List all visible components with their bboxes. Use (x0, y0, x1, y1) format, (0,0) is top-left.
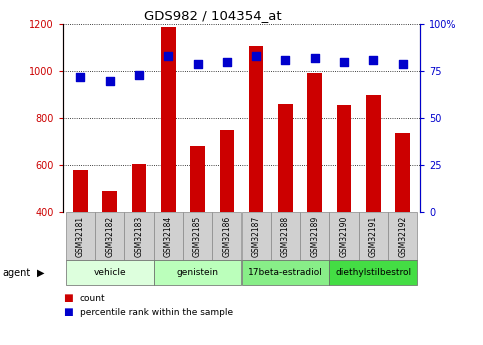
Point (340, 59, 348, 65)
Point (282, 57, 289, 63)
Bar (300, 212, 329, 260)
Bar (359, 212, 388, 260)
Text: GSM32181: GSM32181 (76, 216, 85, 257)
Text: percentile rank within the sample: percentile rank within the sample (80, 308, 233, 317)
Point (399, 61, 407, 66)
Text: GSM32191: GSM32191 (369, 216, 378, 257)
Text: agent: agent (2, 268, 30, 277)
Bar (395, 134, 410, 306)
Text: genistein: genistein (177, 268, 218, 277)
Bar (329, 212, 359, 260)
Bar (124, 212, 154, 260)
Bar (307, 73, 322, 306)
Text: GSM32192: GSM32192 (398, 216, 407, 257)
Point (311, 55, 319, 61)
Text: GSM32183: GSM32183 (134, 216, 143, 257)
Text: ■: ■ (63, 307, 72, 317)
Text: ▶: ▶ (37, 268, 45, 277)
Bar (212, 212, 242, 260)
Text: GSM32185: GSM32185 (193, 216, 202, 257)
Bar (190, 146, 205, 306)
Bar (66, 260, 154, 285)
Point (164, 53, 172, 59)
Bar (329, 260, 417, 285)
Text: diethylstilbestrol: diethylstilbestrol (335, 268, 412, 277)
Bar (154, 260, 242, 285)
Text: GSM32184: GSM32184 (164, 216, 173, 257)
Bar (271, 212, 300, 260)
Bar (249, 47, 263, 306)
Text: 17beta-estradiol: 17beta-estradiol (248, 268, 323, 277)
Text: GSM32186: GSM32186 (222, 216, 231, 257)
Bar (95, 212, 124, 260)
Point (135, 72, 143, 78)
Text: GSM32188: GSM32188 (281, 216, 290, 257)
Bar (220, 130, 234, 306)
Point (223, 59, 231, 65)
Text: GSM32182: GSM32182 (105, 216, 114, 257)
Bar (366, 95, 381, 306)
Point (369, 57, 377, 63)
Bar (278, 104, 293, 306)
Text: GSM32190: GSM32190 (340, 216, 349, 257)
Bar (183, 212, 212, 260)
Point (194, 61, 201, 66)
Text: ■: ■ (63, 294, 72, 303)
Bar (337, 105, 351, 306)
Bar (102, 191, 117, 306)
Point (106, 78, 114, 83)
Text: GSM32189: GSM32189 (310, 216, 319, 257)
Bar (132, 164, 146, 306)
Text: count: count (80, 294, 105, 303)
Bar (242, 212, 271, 260)
Bar (388, 212, 417, 260)
Text: vehicle: vehicle (93, 268, 126, 277)
Point (252, 53, 260, 59)
Text: GDS982 / 104354_at: GDS982 / 104354_at (144, 9, 281, 22)
Point (76, 74, 84, 80)
Bar (154, 212, 183, 260)
Bar (161, 27, 176, 306)
Bar (73, 170, 88, 306)
Bar (242, 260, 329, 285)
Text: GSM32187: GSM32187 (252, 216, 261, 257)
Bar (66, 212, 95, 260)
